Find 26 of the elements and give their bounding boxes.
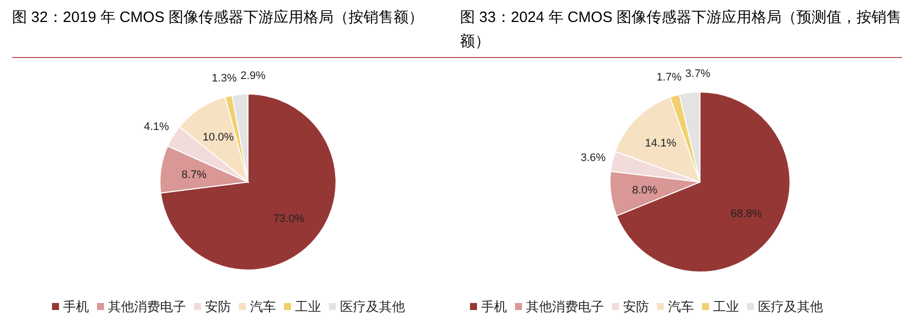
legend-label: 安防 <box>205 299 231 314</box>
legend-label: 工业 <box>713 299 739 314</box>
data-label: 1.3% <box>212 72 238 84</box>
legend-label: 工业 <box>295 299 321 314</box>
data-label: 8.7% <box>181 168 207 181</box>
data-label: 3.7% <box>685 68 711 80</box>
data-label: 4.1% <box>144 120 170 133</box>
legend-label: 安防 <box>623 299 649 314</box>
legend-label: 手机 <box>63 299 89 314</box>
data-label: 73.0% <box>273 213 305 226</box>
data-label: 2.9% <box>240 70 266 82</box>
chart-title: 图 32：2019 年 CMOS 图像传感器下游应用格局（按销售额） <box>12 8 425 28</box>
data-label: 68.8% <box>730 208 762 220</box>
data-label: 14.1% <box>645 137 676 150</box>
legend-label: 手机 <box>481 299 507 314</box>
data-label: 1.7% <box>656 72 682 84</box>
legend-label: 医疗及其他 <box>758 299 823 314</box>
legend-label: 其他消费电子 <box>526 299 604 314</box>
data-label: 8.0% <box>632 184 658 196</box>
legend-label: 汽车 <box>668 299 694 314</box>
chart-title: 图 33：2024 年 CMOS 图像传感器下游应用格局（预测值，按销售额） <box>460 8 903 52</box>
data-label: 3.6% <box>580 152 606 164</box>
legend-label: 医疗及其他 <box>340 299 405 314</box>
legend-label: 其他消费电子 <box>108 299 186 314</box>
data-label: 10.0% <box>202 131 234 144</box>
legend-label: 汽车 <box>250 299 276 314</box>
